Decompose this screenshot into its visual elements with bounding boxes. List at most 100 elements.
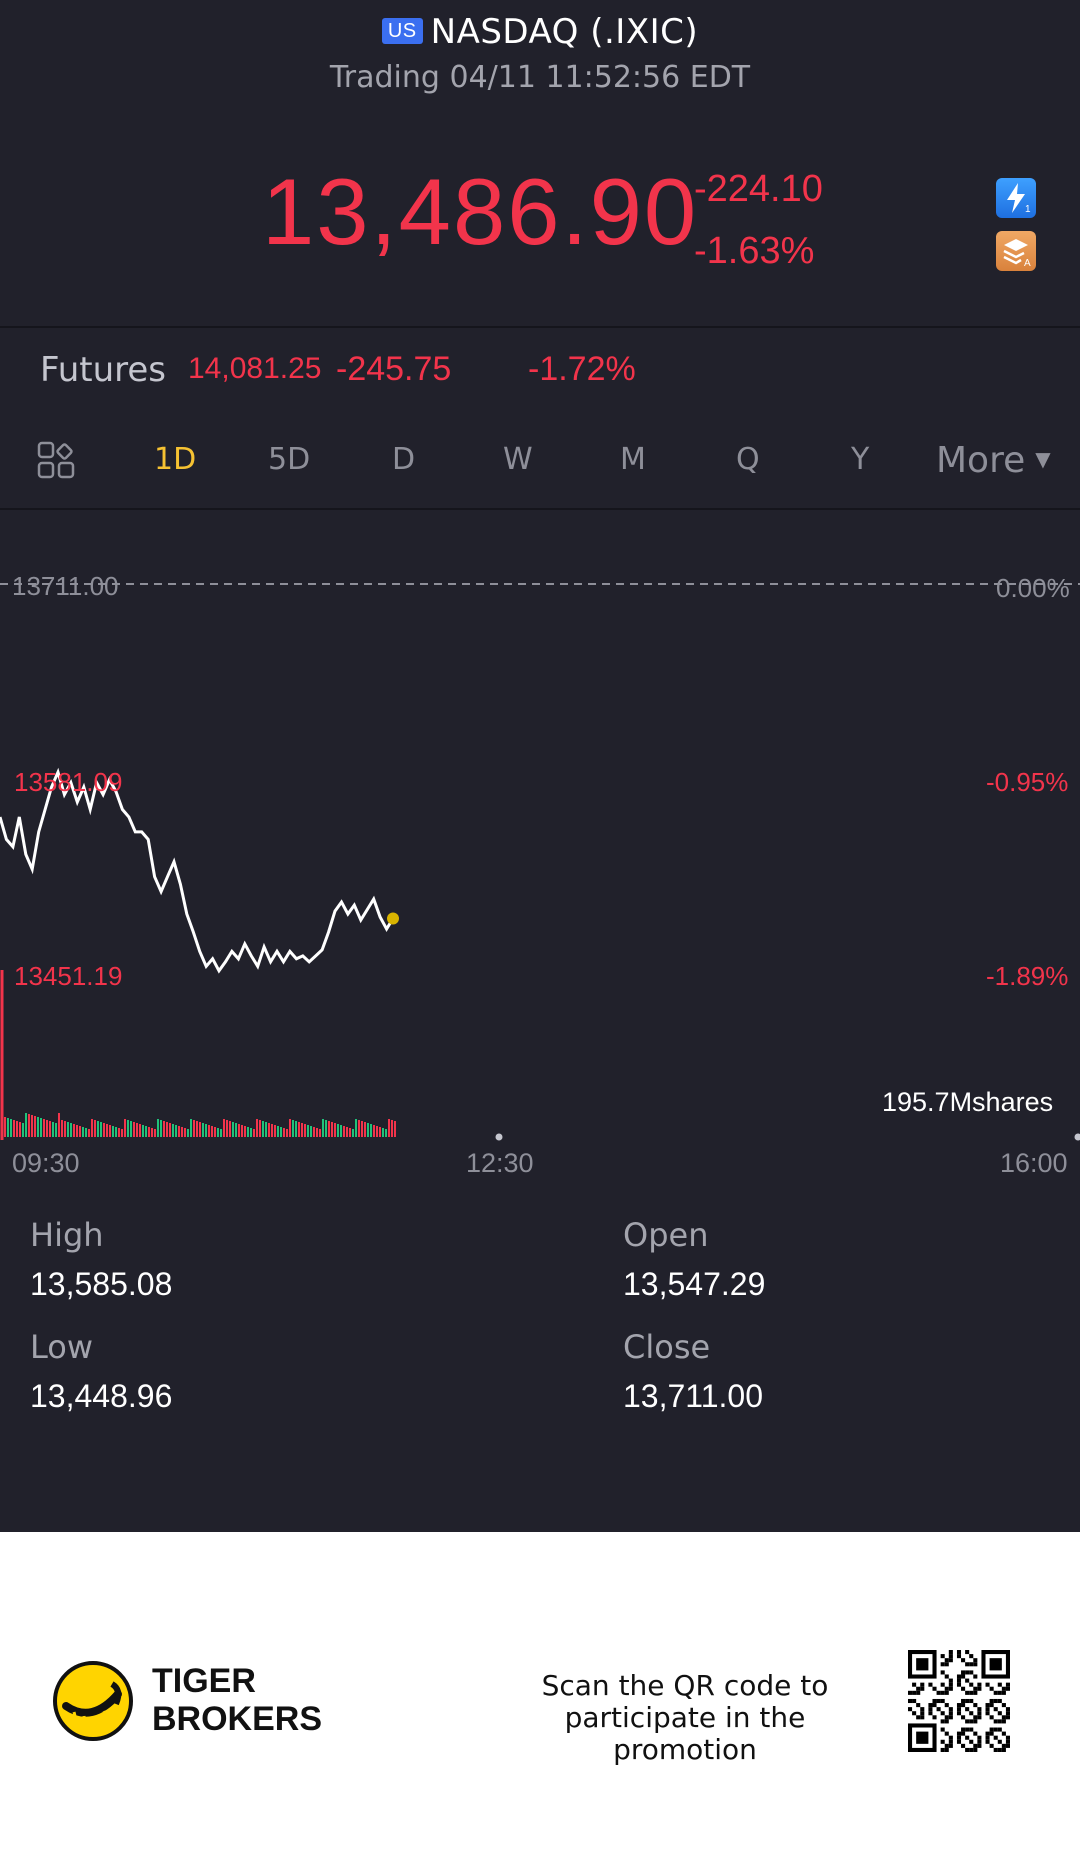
volume-bar — [247, 1127, 249, 1137]
volume-bar — [382, 1128, 384, 1137]
volume-bar — [58, 1113, 60, 1137]
volume-bar — [142, 1125, 144, 1137]
volume-bar — [241, 1125, 243, 1137]
volume-bar — [178, 1126, 180, 1137]
volume-bar — [154, 1129, 156, 1137]
volume-bar — [373, 1125, 375, 1137]
volume-bar — [364, 1122, 366, 1137]
promo-line-2: participate in the promotion — [564, 1701, 806, 1766]
brand-name: TIGER BROKERS — [152, 1662, 322, 1738]
volume-bar — [151, 1128, 153, 1137]
volume-bar — [19, 1122, 21, 1137]
volume-bar — [190, 1119, 192, 1137]
lightning-icon[interactable]: 1 — [996, 178, 1036, 218]
volume-bar — [61, 1120, 63, 1137]
volume-bar — [385, 1129, 387, 1137]
tab-q[interactable]: Q — [736, 442, 760, 477]
volume-bar — [139, 1124, 141, 1137]
volume-bar — [214, 1127, 216, 1137]
volume-bars — [4, 1113, 396, 1137]
volume-bar — [40, 1118, 42, 1137]
volume-bar — [301, 1123, 303, 1137]
tab-5d[interactable]: 5D — [268, 442, 311, 477]
volume-bar — [328, 1121, 330, 1137]
volume-bar — [52, 1122, 54, 1137]
volume-bar — [256, 1119, 258, 1137]
tab-d[interactable]: D — [392, 442, 416, 477]
volume-bar — [283, 1128, 285, 1137]
tab-y[interactable]: Y — [851, 442, 870, 477]
volume-bar — [322, 1119, 324, 1137]
volume-bar — [376, 1126, 378, 1137]
futures-price: 14,081.25 — [188, 352, 322, 385]
volume-bar — [232, 1122, 234, 1137]
volume-bar — [34, 1116, 36, 1137]
volume-bar — [133, 1122, 135, 1137]
low-value: 13,448.96 — [30, 1378, 173, 1414]
volume-bar — [316, 1128, 318, 1137]
volume-bar — [259, 1120, 261, 1137]
grid-layout-icon[interactable] — [36, 440, 76, 480]
last-price: 13,486.90 — [262, 159, 699, 264]
volume-bar — [331, 1122, 333, 1137]
volume-bar — [388, 1119, 390, 1137]
volume-bar — [73, 1124, 75, 1137]
tab-m[interactable]: M — [620, 442, 646, 477]
tiger-brokers-logo — [53, 1661, 133, 1741]
volume-bar — [172, 1124, 174, 1137]
volume-bar — [25, 1113, 27, 1137]
midday-marker — [495, 1133, 503, 1141]
volume-bar — [352, 1129, 354, 1137]
volume-bar — [82, 1127, 84, 1137]
volume-bar — [193, 1120, 195, 1137]
tab-w[interactable]: W — [503, 442, 533, 477]
volume-bar — [31, 1115, 33, 1137]
volume-bar — [97, 1121, 99, 1137]
volume-bar — [199, 1122, 201, 1137]
futures-change-pct: -1.72% — [528, 350, 636, 388]
volume-bar — [265, 1122, 267, 1137]
volume-bar — [124, 1119, 126, 1137]
x-label-close: 16:00 — [1000, 1148, 1068, 1178]
volume-bar — [160, 1120, 162, 1137]
volume-bar — [268, 1123, 270, 1137]
qr-code-icon[interactable] — [908, 1650, 1010, 1752]
volume-bar — [220, 1129, 222, 1137]
volume-bar — [148, 1127, 150, 1137]
volume-bar — [277, 1126, 279, 1137]
layers-icon[interactable]: A — [996, 231, 1036, 271]
volume-bar — [346, 1127, 348, 1137]
volume-bar — [91, 1119, 93, 1137]
volume-bar — [304, 1124, 306, 1137]
volume-bar — [340, 1125, 342, 1137]
volume-bar — [295, 1121, 297, 1137]
volume-bar — [16, 1121, 18, 1137]
tab-1d[interactable]: 1D — [154, 442, 197, 477]
volume-bar — [262, 1121, 264, 1137]
volume-bar — [145, 1126, 147, 1137]
volume-bar — [109, 1125, 111, 1137]
title-row: US NASDAQ (.IXIC) — [0, 12, 1080, 52]
volume-bar — [112, 1126, 114, 1137]
intraday-chart[interactable] — [0, 0, 1080, 1180]
volume-bar — [55, 1123, 57, 1137]
svg-text:A: A — [1024, 258, 1031, 269]
more-dropdown[interactable]: More ▼ — [936, 440, 1051, 481]
volume-bar — [280, 1127, 282, 1137]
volume-bar — [310, 1126, 312, 1137]
volume-bar — [37, 1117, 39, 1137]
volume-bar — [349, 1128, 351, 1137]
low-label: Low — [30, 1328, 94, 1366]
volume-bar — [70, 1123, 72, 1137]
more-label: More — [936, 440, 1026, 481]
svg-text:1: 1 — [1025, 204, 1031, 215]
volume-bar — [157, 1119, 159, 1137]
futures-row[interactable]: Futures 14,081.25 -245.75 -1.72% — [0, 330, 1080, 410]
volume-bar — [286, 1129, 288, 1137]
volume-bar — [127, 1120, 129, 1137]
futures-change: -245.75 — [336, 350, 452, 388]
close-marker — [1074, 1133, 1080, 1141]
quote-header: US NASDAQ (.IXIC) Trading 04/11 11:52:56 … — [0, 0, 1080, 328]
volume-bar — [103, 1123, 105, 1137]
volume-bar — [163, 1121, 165, 1137]
